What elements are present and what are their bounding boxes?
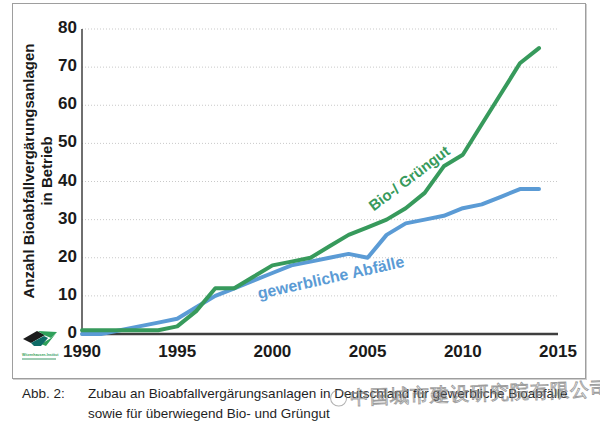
y-tick-label: 50 — [17, 132, 77, 154]
watermark-emblem-icon — [330, 389, 348, 407]
witzenhausen-logo-icon — [22, 330, 60, 348]
witzenhausen-institut-logo: Witzenhausen-Institut — [22, 330, 66, 360]
line-gewerbliche-abfaelle — [82, 189, 539, 334]
x-tick-label: 2015 — [530, 342, 586, 362]
y-tick-label: 40 — [17, 171, 77, 193]
y-tick-label: 20 — [17, 247, 77, 269]
y-tick-label: 30 — [17, 209, 77, 231]
y-tick-label: 80 — [17, 18, 77, 40]
x-tick-label: 2005 — [340, 342, 396, 362]
x-tick-label: 2000 — [244, 342, 300, 362]
chart-figure: Anzahl Bioabfallvergärungsanlagen in Bet… — [12, 3, 586, 379]
y-tick-label: 10 — [17, 285, 77, 307]
chart-plot-area — [13, 4, 585, 378]
y-tick-label: 70 — [17, 56, 77, 78]
watermark-text: 中国城市建设研究院有限公司 — [350, 377, 600, 408]
logo-subline — [22, 358, 56, 360]
logo-text: Witzenhausen-Institut — [22, 353, 66, 357]
page: Anzahl Bioabfallvergärungsanlagen in Bet… — [0, 0, 600, 425]
x-tick-label: 1995 — [149, 342, 205, 362]
x-tick-label: 2010 — [435, 342, 491, 362]
caption-label: Abb. 2: — [22, 384, 88, 424]
y-tick-label: 60 — [17, 94, 77, 116]
